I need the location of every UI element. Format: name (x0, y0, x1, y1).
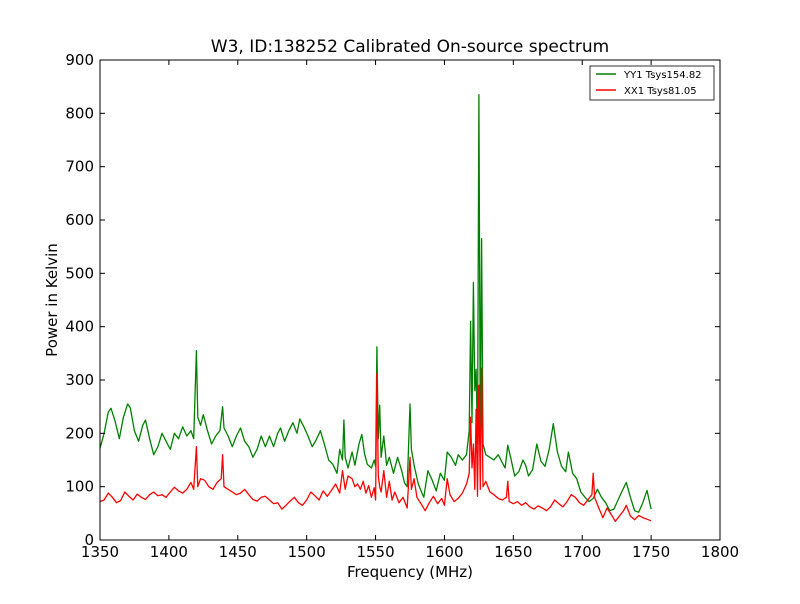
x-tick-label: 1650 (494, 543, 532, 561)
x-axis-label: Frequency (MHz) (347, 563, 473, 581)
x-tick-label: 1800 (701, 543, 739, 561)
y-tick-label: 300 (65, 371, 94, 389)
y-tick-label: 0 (84, 531, 94, 549)
y-tick-label: 600 (65, 211, 94, 229)
y-axis-label: Power in Kelvin (43, 243, 61, 357)
x-tick-label: 1500 (288, 543, 326, 561)
x-axis-ticks: 1350 1400 1450 1500 1550 1600 1650 1700 1750 1800 (81, 60, 739, 561)
y-tick-label: 400 (65, 318, 94, 336)
y-tick-label: 100 (65, 478, 94, 496)
series-line-yy1 (99, 94, 652, 513)
x-tick-label: 1750 (632, 543, 670, 561)
x-tick-label: 1400 (150, 543, 188, 561)
legend-label-yy1: YY1 Tsys154.82 (623, 70, 702, 81)
x-tick-label: 1350 (81, 543, 119, 561)
chart-title: W3, ID:138252 Calibrated On-source spect… (211, 37, 609, 57)
legend: YY1 Tsys154.82 XX1 Tsys81.05 (589, 65, 715, 101)
y-tick-label: 800 (65, 104, 94, 122)
series-layer (99, 94, 652, 522)
y-tick-label: 900 (65, 51, 94, 69)
y-tick-label: 500 (65, 264, 94, 282)
legend-box (589, 65, 715, 101)
x-tick-label: 1450 (219, 543, 257, 561)
x-tick-label: 1600 (425, 543, 463, 561)
y-axis-ticks: 0 100 200 300 400 500 600 700 800 900 (65, 51, 720, 549)
x-tick-label: 1700 (563, 543, 601, 561)
legend-label-xx1: XX1 Tsys81.05 (624, 86, 697, 97)
series-line-xx1 (99, 367, 652, 522)
x-tick-label: 1550 (356, 543, 394, 561)
axes-frame (99, 59, 721, 541)
y-tick-label: 700 (65, 158, 94, 176)
y-tick-label: 200 (65, 424, 94, 442)
